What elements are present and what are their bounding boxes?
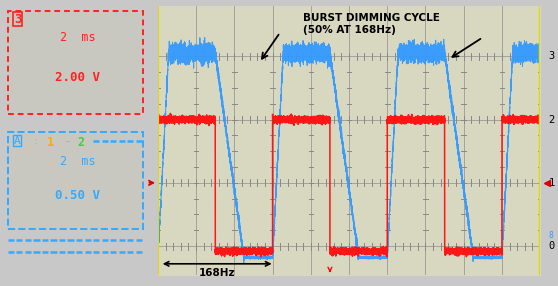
Text: 1: 1 xyxy=(549,178,555,188)
Text: 0.50 V: 0.50 V xyxy=(55,189,100,202)
Text: 2: 2 xyxy=(78,136,85,149)
Text: BURST DIMMING CYCLE
(50% AT 168Hz): BURST DIMMING CYCLE (50% AT 168Hz) xyxy=(303,13,440,35)
Text: 0: 0 xyxy=(549,241,555,251)
Text: -: - xyxy=(65,136,69,146)
Text: A: A xyxy=(14,136,21,146)
Text: 168Hz: 168Hz xyxy=(199,268,235,278)
Text: 2  ms: 2 ms xyxy=(60,31,95,44)
Text: 2.00 V: 2.00 V xyxy=(55,71,100,84)
Text: 2  ms: 2 ms xyxy=(60,155,95,168)
Text: 3: 3 xyxy=(14,13,21,26)
Text: 1: 1 xyxy=(46,136,54,149)
Text: :: : xyxy=(34,136,38,146)
FancyBboxPatch shape xyxy=(8,132,143,229)
Text: 2: 2 xyxy=(549,115,555,125)
Text: 3: 3 xyxy=(549,51,555,61)
FancyBboxPatch shape xyxy=(8,11,143,114)
Text: 8: 8 xyxy=(549,231,554,240)
